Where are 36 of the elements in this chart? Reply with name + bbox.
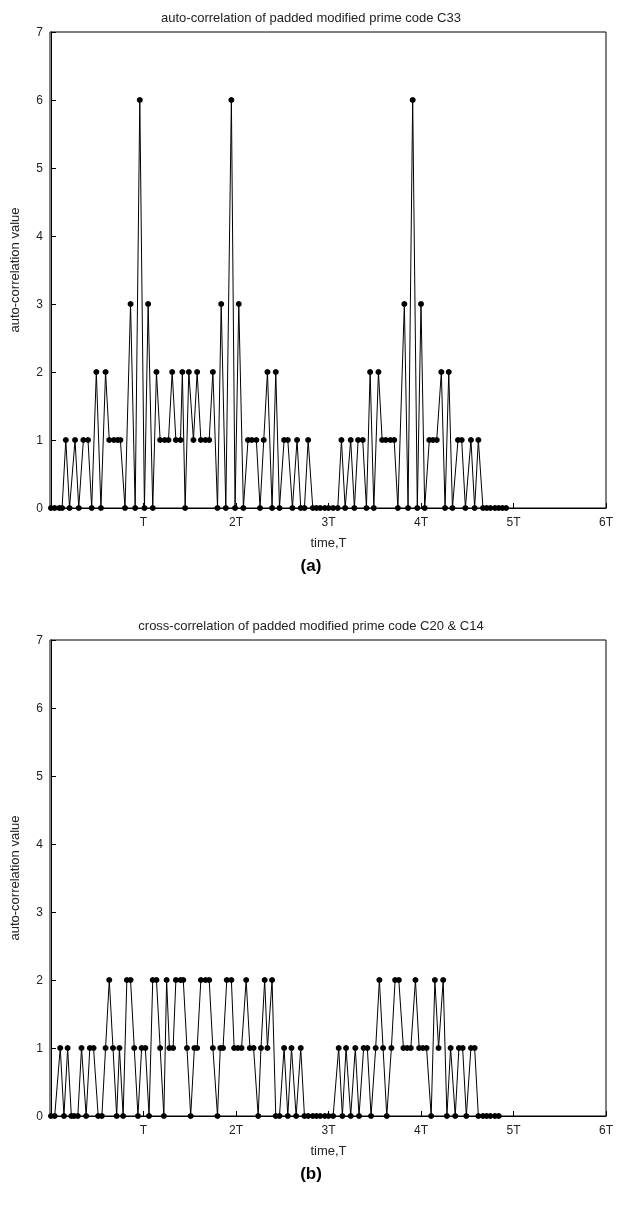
y-tick-label: 6 <box>36 701 44 715</box>
y-axis-title: auto-correlation value <box>7 815 22 941</box>
x-tick-label: 2T <box>228 1123 244 1137</box>
y-tick-label: 7 <box>36 25 44 39</box>
x-tick-label: 4T <box>413 515 429 529</box>
y-tick-label: 4 <box>36 229 44 243</box>
x-tick-label: 6T <box>598 515 614 529</box>
y-tick-label: 4 <box>36 837 44 851</box>
y-tick-label: 1 <box>36 1041 44 1055</box>
y-tick-label: 3 <box>36 905 44 919</box>
x-tick-label: 4T <box>413 1123 429 1137</box>
x-axis-title: time,T <box>310 1143 347 1158</box>
y-axis-title: auto-correlation value <box>7 207 22 333</box>
x-tick-label: 5T <box>506 1123 522 1137</box>
y-tick-label: 6 <box>36 93 44 107</box>
text: (b) <box>300 1164 322 1183</box>
y-tick-label: 0 <box>36 1109 44 1123</box>
x-axis-title: time,T <box>310 535 347 550</box>
x-tick-label: 6T <box>598 1123 614 1137</box>
chart-title: auto-correlation of padded modified prime code C33 <box>161 10 461 25</box>
x-tick-label: 2T <box>228 515 244 529</box>
y-tick-label: 2 <box>36 973 44 987</box>
y-tick-label: 5 <box>36 161 44 175</box>
y-tick-label: 5 <box>36 769 44 783</box>
x-tick-label: T <box>139 1123 148 1137</box>
y-tick-label: 2 <box>36 365 44 379</box>
x-tick-label: 3T <box>321 1123 337 1137</box>
x-tick-label: 5T <box>506 515 522 529</box>
x-tick-label: T <box>139 515 148 529</box>
y-tick-label: 1 <box>36 433 44 447</box>
y-tick-label: 7 <box>36 633 44 647</box>
x-tick-label: 3T <box>321 515 337 529</box>
text: (a) <box>300 556 322 575</box>
y-tick-label: 0 <box>36 501 44 515</box>
y-tick-label: 3 <box>36 297 44 311</box>
chart-title: cross-correlation of padded modified prime code C20 & C14 <box>138 618 484 633</box>
